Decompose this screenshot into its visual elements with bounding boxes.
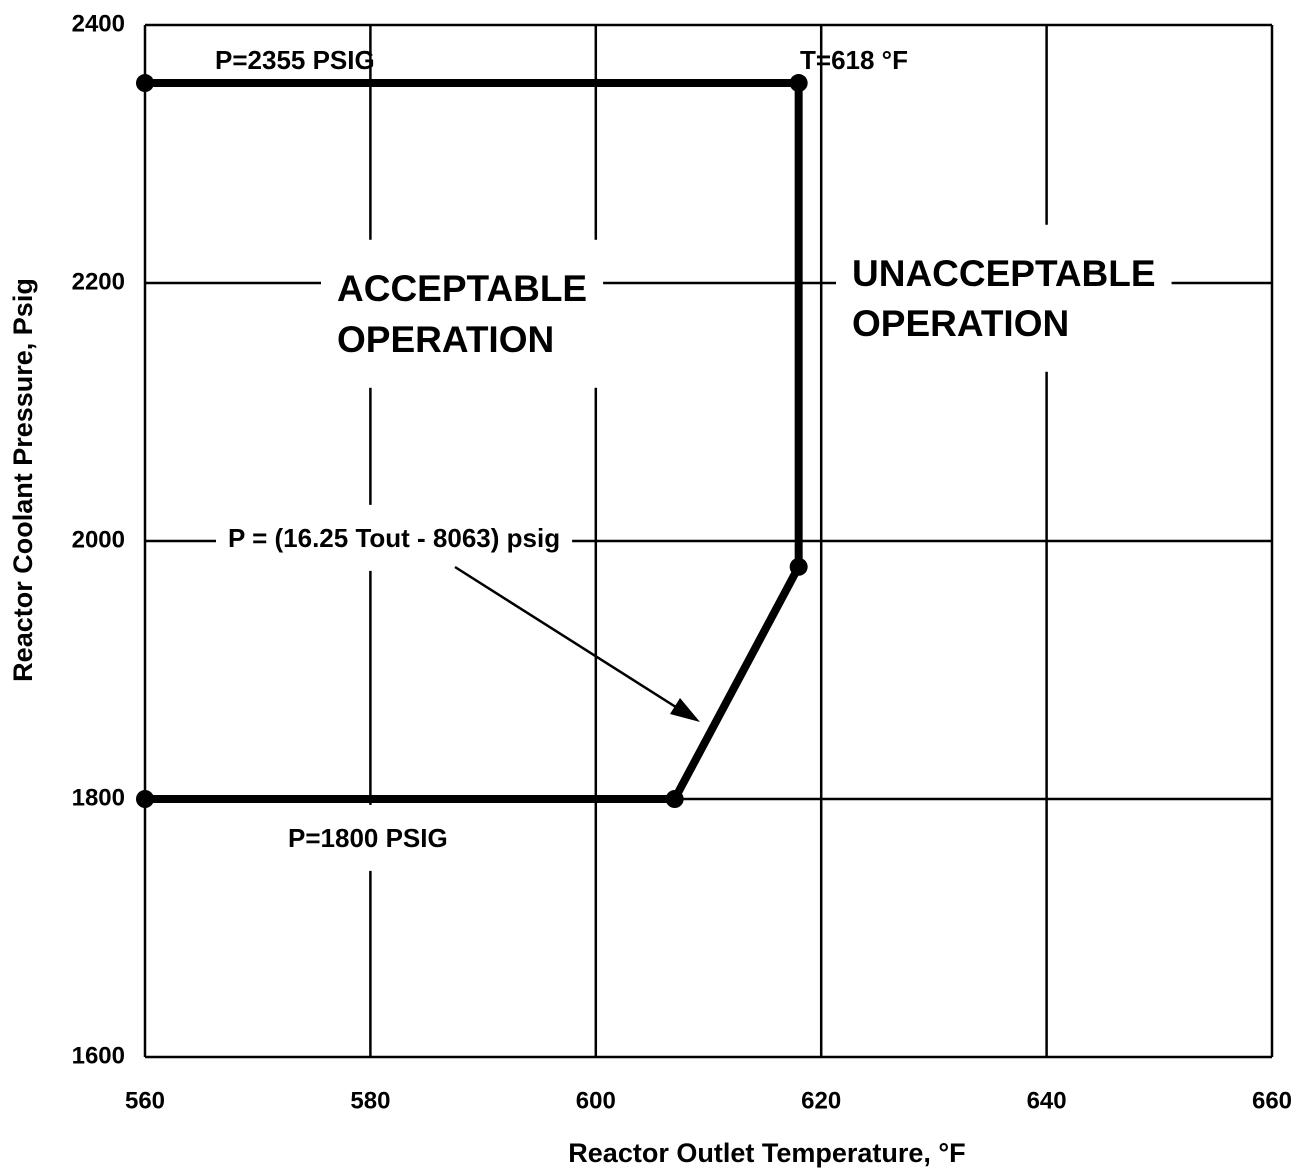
- annotation: P = (16.25 Tout - 8063) psig: [228, 523, 560, 553]
- y-axis-title: Reactor Coolant Pressure, Psig: [8, 278, 38, 682]
- point: [789, 74, 808, 93]
- x-tick-label: 580: [350, 1087, 390, 1114]
- arrow-head: [670, 698, 700, 722]
- x-tick-label: 600: [576, 1087, 616, 1114]
- arrow-shaft: [454, 565, 691, 718]
- point: [136, 74, 154, 93]
- boundary-line: [145, 79, 803, 803]
- y-tick-label: 1800: [72, 784, 125, 811]
- marks: [136, 74, 808, 808]
- labels: 560 580 600 620 640 660 1600 1800 2000 2200 2400 P=…: [72, 10, 1292, 1114]
- x-axis-title: Reactor Outlet Temperature, °F: [568, 1138, 965, 1168]
- annotation: OPERATION: [337, 319, 554, 360]
- annotation: P=2355 PSIG: [215, 45, 375, 75]
- label-backgrounds: [216, 224, 1172, 871]
- label-background: [216, 504, 573, 571]
- label-background: [276, 804, 460, 871]
- y-tick-label: 1600: [72, 1042, 125, 1069]
- y-tick-label: 2400: [72, 10, 125, 37]
- x-tick-label: 660: [1252, 1087, 1292, 1114]
- annotation: T=618 °F: [800, 45, 908, 75]
- label-background: [321, 239, 604, 388]
- x-tick-label: 560: [125, 1087, 165, 1114]
- x-tick-label: 620: [801, 1087, 841, 1114]
- label-background: [836, 224, 1172, 372]
- point: [665, 790, 684, 808]
- annotation: ACCEPTABLE: [337, 268, 587, 309]
- point: [136, 790, 154, 808]
- point: [789, 557, 808, 576]
- x-tick-label: 640: [1027, 1087, 1067, 1114]
- annotation: OPERATION: [852, 303, 1069, 344]
- y-tick-label: 2200: [72, 268, 125, 295]
- annotation: UNACCEPTABLE: [852, 253, 1156, 294]
- y-tick-label: 2000: [72, 526, 125, 553]
- annotation: P=1800 PSIG: [288, 823, 448, 853]
